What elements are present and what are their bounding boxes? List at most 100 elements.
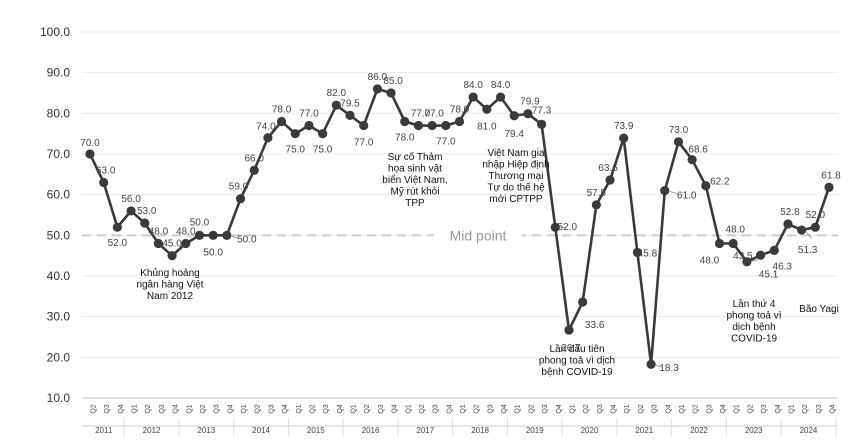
data-label: 84.0: [463, 80, 483, 91]
data-point: [673, 137, 684, 147]
data-point: [578, 297, 588, 307]
annotation-line: biển Việt Nam,: [382, 174, 447, 186]
x-tick-label: Q2: [419, 404, 426, 413]
x-axis: Q2 Q3 Q4 Q1 Q2 Q3 Q4 Q1 Q2 Q3 Q4 Q1 Q2 Q3 Q4 Q1 Q2 Q3 Q4 Q1…: [82, 397, 838, 436]
x-tick-label: Q3: [268, 404, 275, 413]
x-tick-label: Q1: [351, 404, 358, 413]
leader-line: [806, 232, 812, 239]
data-point: [550, 222, 560, 232]
data-label: 63.6: [598, 163, 618, 174]
leader-line: [751, 259, 758, 262]
data-point: [441, 120, 451, 131]
data-point: [345, 110, 355, 120]
annotation-line: Thương mại: [489, 171, 544, 182]
data-point: [687, 155, 697, 165]
x-tick-label: Q3: [323, 404, 330, 413]
data-point: [400, 116, 410, 127]
x-tick-label: Q3: [433, 404, 440, 413]
data-label: 53.0: [137, 206, 157, 217]
data-label: 63.0: [96, 165, 116, 176]
data-label: 75.0: [313, 145, 333, 156]
annotation-line: TPP: [405, 198, 425, 209]
data-label: 82.0: [327, 88, 347, 99]
y-tick-label: 10.0: [47, 391, 71, 405]
data-point: [413, 120, 424, 131]
data-point: [359, 120, 369, 131]
data-label: 77.3: [532, 105, 552, 116]
annotation-line: bệnh COVID-19: [541, 367, 613, 378]
x-tick-label: Q3: [816, 404, 823, 413]
data-point: [454, 116, 465, 127]
data-label: 56.0: [121, 194, 141, 205]
x-tick-label: Q3: [214, 404, 221, 413]
series: [85, 84, 834, 369]
data-label: 77.0: [354, 138, 374, 149]
annotation-line: mới CPTPP: [489, 194, 543, 205]
data-label: 48.0: [700, 255, 720, 266]
data-label: 81.0: [477, 121, 497, 132]
x-tick-label: Q1: [679, 404, 686, 413]
x-tick-label: Q1: [186, 404, 193, 413]
data-label: 62.2: [710, 177, 730, 188]
x-tick-label: Q1: [460, 404, 467, 413]
x-tick-label: Q2: [255, 404, 262, 413]
data-point: [714, 238, 725, 249]
data-point: [331, 100, 341, 110]
data-point: [537, 119, 547, 129]
y-tick-label: 50.0: [47, 228, 71, 242]
x-tick-label: Q4: [830, 404, 837, 413]
x-tick-label: Q2: [583, 404, 590, 413]
data-point: [263, 133, 273, 143]
x-tick-label: Q4: [337, 404, 344, 413]
data-label: 73.9: [614, 121, 634, 132]
data-label: 48.0: [725, 224, 745, 235]
data-point: [167, 251, 177, 261]
data-point: [742, 257, 752, 267]
x-tick-label: Q1: [569, 404, 576, 413]
data-label: 52.0: [806, 210, 826, 221]
x-tick-label: Q2: [747, 404, 754, 413]
x-tick-label: Q1: [788, 404, 795, 413]
year-label: 2017: [416, 426, 434, 435]
data-label: 79.9: [520, 97, 540, 108]
data-point: [769, 245, 779, 255]
data-label: 68.6: [688, 145, 708, 156]
data-label: 45.8: [638, 248, 658, 259]
data-label: 26.7: [561, 343, 581, 354]
year-label: 2023: [745, 426, 763, 435]
x-tick-label: Q2: [200, 404, 207, 413]
x-tick-label: Q3: [706, 404, 713, 413]
year-label: 2019: [526, 426, 544, 435]
year-label: 2012: [143, 426, 161, 435]
mid-point-label: Mid point: [450, 227, 507, 243]
data-label: 50.0: [237, 234, 257, 245]
data-point: [181, 238, 191, 249]
x-tick-label: Q4: [282, 404, 289, 413]
data-label: 57.5: [587, 188, 607, 199]
x-tick-label: Q4: [173, 404, 180, 413]
y-tick-label: 80.0: [47, 106, 71, 120]
annotation: Bão Yagi: [799, 304, 839, 315]
year-label: 2022: [690, 426, 708, 435]
annotation-line: Khủng hoảng: [140, 267, 200, 279]
data-point: [99, 177, 109, 188]
data-label: 33.6: [585, 320, 605, 331]
year-label: 2011: [95, 426, 113, 435]
annotation-line: Việt Nam gia: [487, 148, 545, 159]
x-tick-label: Q2: [693, 404, 700, 413]
data-point: [126, 206, 136, 216]
x-tick-label: Q2: [145, 404, 152, 413]
data-point: [386, 88, 396, 98]
x-tick-label: Q2: [638, 404, 645, 413]
data-point: [290, 129, 300, 139]
data-point: [523, 109, 533, 119]
data-label: 77.0: [436, 137, 456, 148]
data-point: [153, 238, 164, 249]
x-tick-label: Q2: [528, 404, 535, 413]
x-tick-label: Q4: [501, 404, 508, 413]
